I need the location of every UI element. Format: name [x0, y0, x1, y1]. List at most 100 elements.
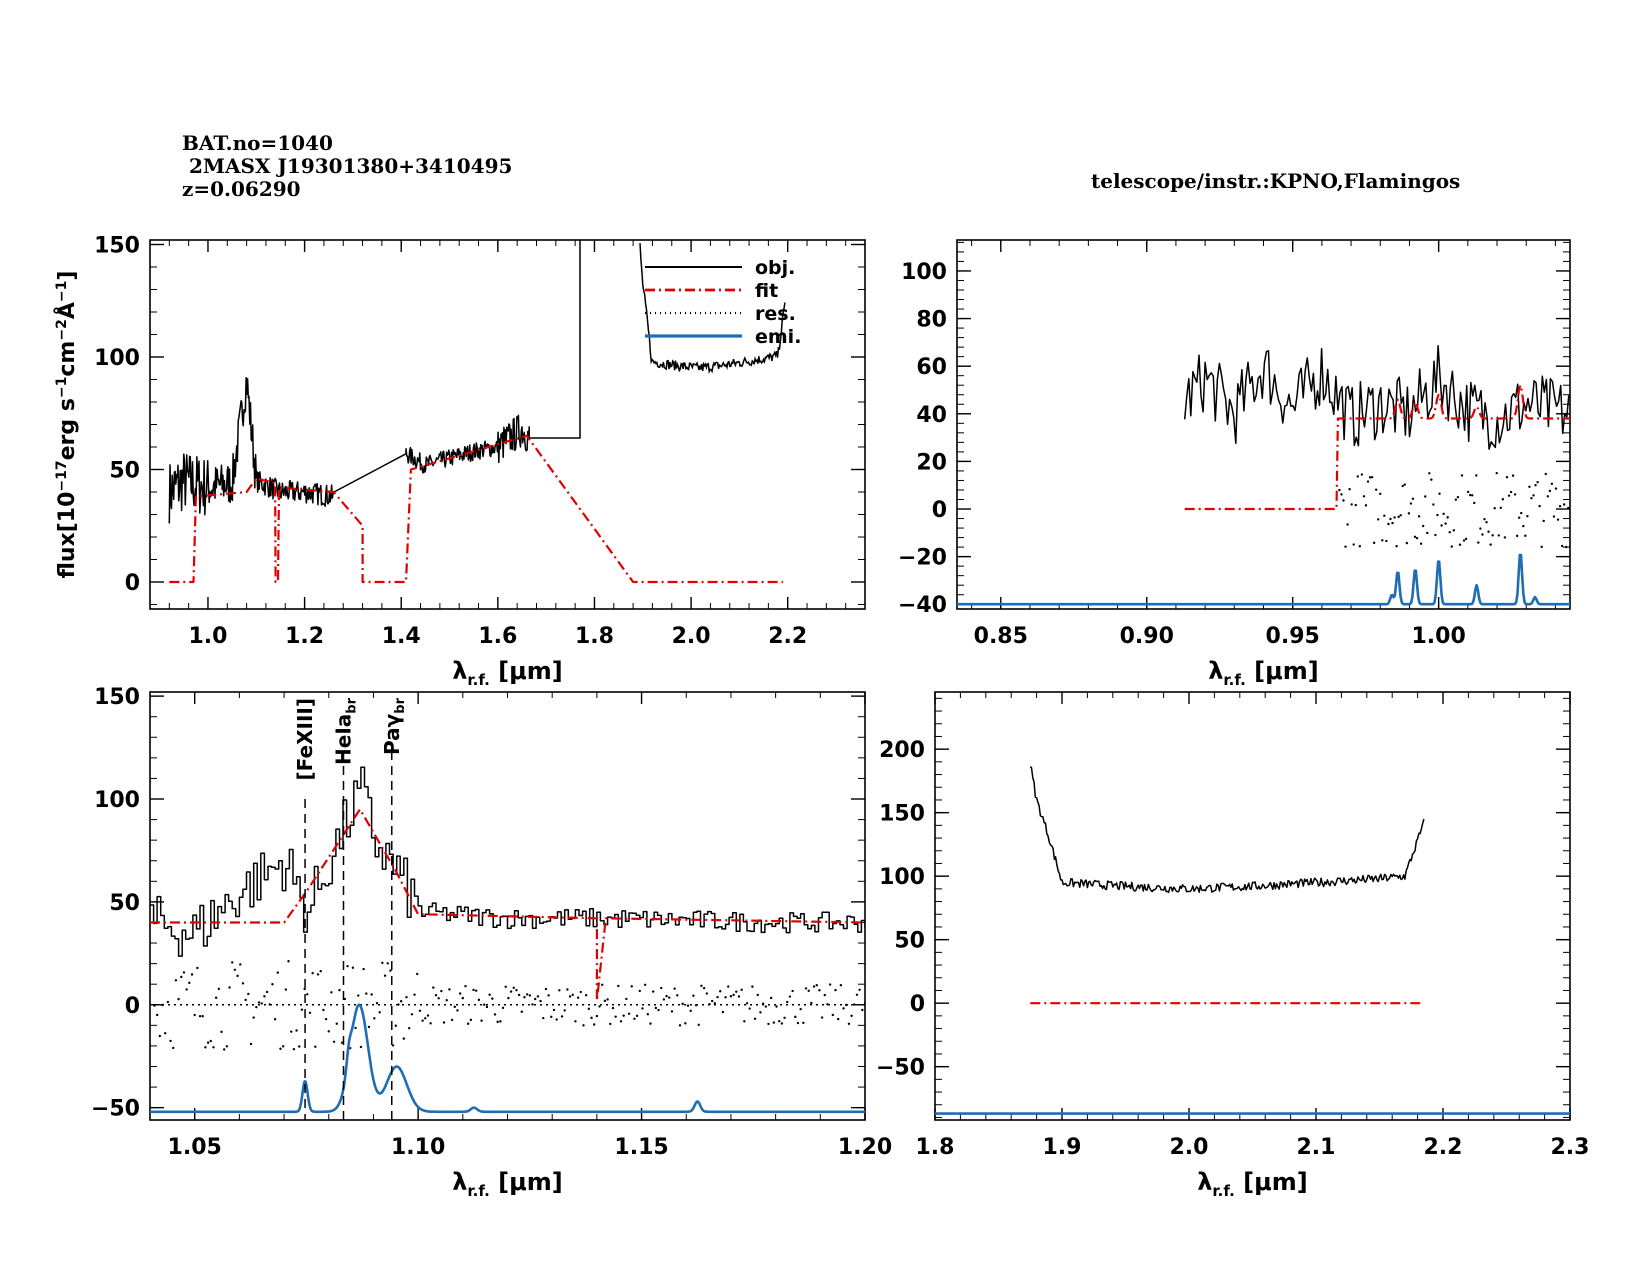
- residual-point: [531, 1003, 534, 1006]
- residual-point: [1534, 483, 1537, 487]
- residual-point: [335, 1022, 338, 1025]
- residual-point: [1479, 527, 1482, 530]
- residual-point: [853, 1003, 856, 1006]
- residual-point: [464, 984, 467, 988]
- x-tick-label: 1.9: [1043, 1135, 1082, 1160]
- residual-point: [483, 1003, 486, 1006]
- y-tick-label: 100: [879, 865, 925, 890]
- spectrum-fit-line: [169, 434, 783, 584]
- residual-point: [842, 1007, 845, 1010]
- residual-point: [1419, 542, 1423, 545]
- residual-point: [1450, 545, 1453, 548]
- residual-point: [378, 1011, 381, 1014]
- x-tick-label: 0.95: [1266, 624, 1320, 649]
- residual-point: [351, 966, 355, 969]
- residual-point: [820, 1016, 824, 1019]
- residual-point: [1444, 522, 1447, 525]
- residual-point: [635, 1014, 639, 1018]
- residual-point: [550, 1015, 553, 1019]
- residual-point: [542, 1016, 545, 1020]
- residual-point: [1348, 488, 1351, 491]
- residual-point: [1481, 533, 1484, 536]
- residual-point: [1401, 484, 1404, 488]
- residual-point: [1524, 534, 1527, 537]
- residual-point: [571, 993, 574, 997]
- residual-point: [1372, 541, 1376, 545]
- residual-point: [370, 993, 373, 996]
- y-tick-label: −50: [876, 1056, 925, 1081]
- residual-point: [432, 986, 435, 989]
- y-tick-label: −20: [898, 546, 947, 571]
- residual-point: [552, 1008, 556, 1012]
- residual-point: [1448, 531, 1451, 534]
- residual-point: [268, 1003, 271, 1006]
- residual-point: [651, 990, 655, 993]
- pagamma-fit-line: [150, 808, 865, 1002]
- residual-point: [1368, 476, 1372, 479]
- residual-point: [1426, 531, 1429, 535]
- y-tick-label: 40: [916, 403, 947, 428]
- residual-point: [761, 1002, 765, 1005]
- residual-point: [834, 988, 837, 992]
- legend-label-emi: emi.: [755, 326, 801, 348]
- residual-point: [609, 1022, 612, 1026]
- residual-point: [1532, 494, 1535, 497]
- residual-point: [1385, 539, 1388, 543]
- residual-point: [1544, 472, 1547, 476]
- residual-point: [225, 1045, 229, 1048]
- residual-point: [255, 1005, 258, 1009]
- residual-point: [1405, 541, 1409, 545]
- residual-point: [424, 1017, 427, 1020]
- residual-point: [788, 995, 792, 998]
- residual-point: [172, 1046, 175, 1050]
- residual-point: [1505, 476, 1509, 479]
- y-tick-label: 50: [109, 459, 140, 484]
- residual-point: [807, 989, 810, 992]
- residual-point: [1432, 503, 1435, 506]
- residual-point: [1538, 504, 1541, 508]
- residual-point: [617, 984, 620, 988]
- residual-point: [1456, 495, 1460, 499]
- residual-point: [839, 983, 843, 987]
- x-tick-label: 0.90: [1120, 624, 1174, 649]
- residual-point: [1509, 490, 1513, 494]
- residual-point: [769, 996, 773, 1000]
- residual-point: [850, 1014, 853, 1018]
- residual-point: [263, 995, 266, 998]
- residual-point: [1395, 544, 1398, 548]
- residual-point: [555, 1018, 558, 1021]
- residual-point: [1501, 497, 1505, 501]
- residual-point: [638, 989, 641, 993]
- residual-point: [595, 1014, 599, 1018]
- residual-point: [767, 1022, 770, 1026]
- line-label: Paγbr: [380, 697, 408, 755]
- residual-point: [1522, 524, 1525, 528]
- residual-point: [394, 1024, 397, 1027]
- residual-point: [1526, 515, 1529, 518]
- residual-point: [308, 1011, 312, 1015]
- residual-point: [791, 989, 794, 993]
- residual-point: [413, 993, 416, 996]
- residual-point: [1344, 545, 1347, 548]
- x-tick-label: 2.2: [768, 624, 807, 649]
- residual-point: [381, 961, 384, 965]
- residual-point: [745, 1002, 749, 1005]
- residual-point: [1440, 524, 1443, 527]
- residual-point: [338, 988, 341, 992]
- y-tick-label: 0: [125, 994, 140, 1019]
- residual-point: [1513, 493, 1517, 496]
- residual-point: [1379, 492, 1382, 496]
- residual-point: [1350, 503, 1353, 506]
- residual-point: [1413, 535, 1417, 538]
- residual-point: [649, 1022, 652, 1025]
- y-tick-label: 150: [94, 234, 140, 259]
- residual-point: [233, 968, 237, 971]
- residual-point: [603, 999, 607, 1003]
- residual-point: [407, 1026, 411, 1030]
- residual-point: [429, 1022, 432, 1025]
- y-tick-label: 0: [125, 571, 140, 596]
- residual-point: [1387, 522, 1390, 526]
- residual-point: [686, 1004, 690, 1007]
- residual-point: [1466, 490, 1470, 494]
- residual-point: [668, 996, 671, 999]
